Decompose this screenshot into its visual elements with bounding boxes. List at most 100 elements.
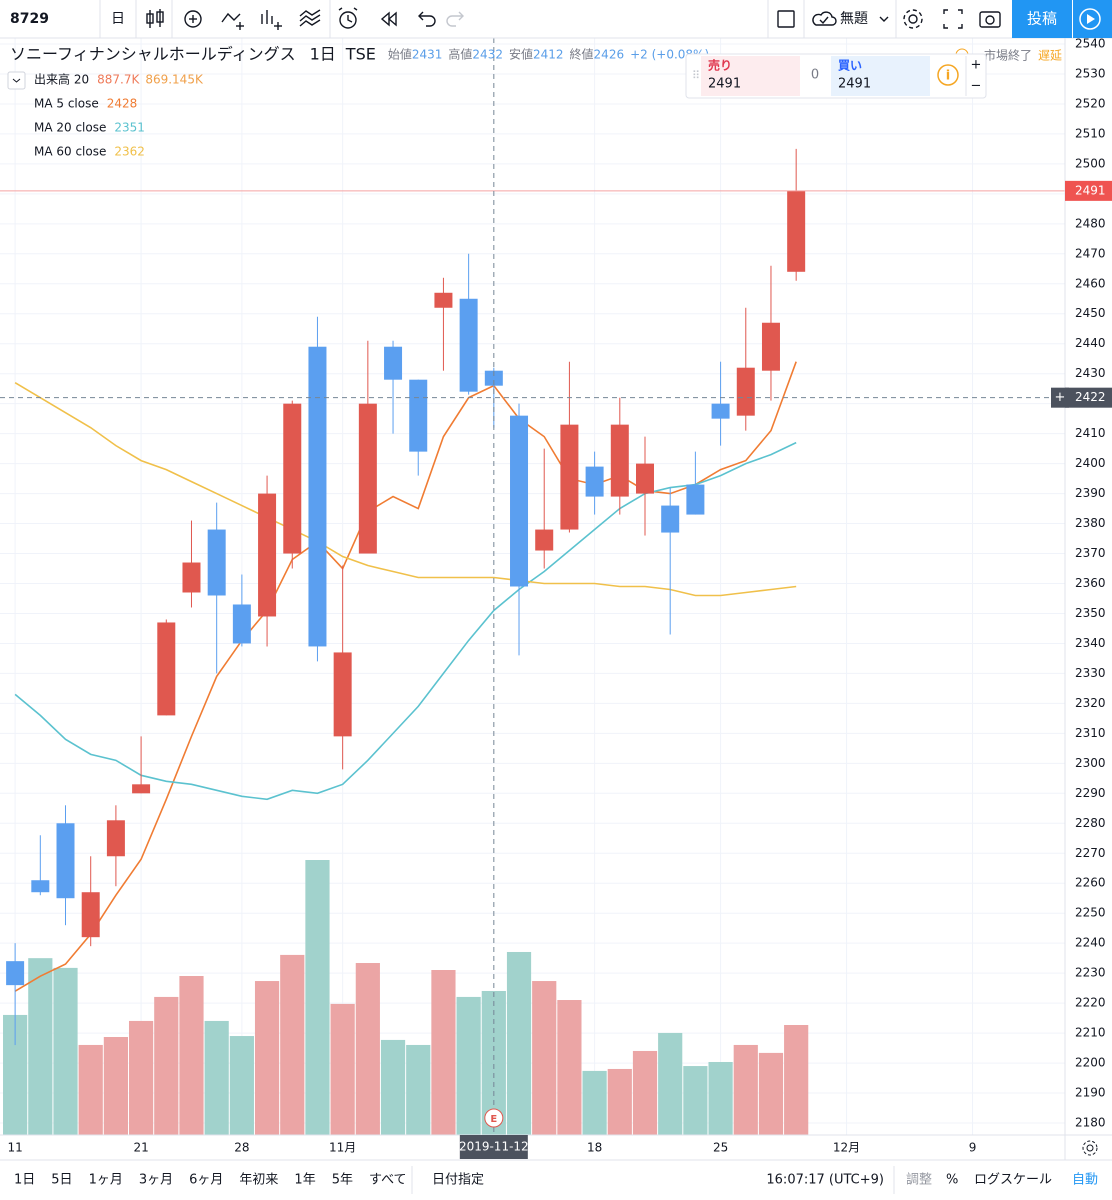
candle-body — [686, 484, 705, 515]
candle-body — [258, 493, 277, 617]
undo-icon[interactable] — [418, 11, 436, 27]
publish-button[interactable] — [1012, 0, 1072, 38]
y-tick-label: 2220 — [1075, 996, 1106, 1010]
range-button[interactable]: 3ヶ月 — [139, 1173, 173, 1188]
buy-price[interactable]: 2491 — [838, 77, 871, 92]
qty-minus[interactable]: − — [971, 79, 982, 94]
auto-scale-button[interactable]: 自動 — [1072, 1173, 1098, 1188]
range-button[interactable]: 5日 — [51, 1173, 72, 1188]
snapshot-icon[interactable] — [979, 11, 1001, 28]
candle-body — [535, 529, 554, 551]
cloud-icon[interactable] — [812, 11, 837, 26]
drag-handle[interactable]: ⠿ — [692, 69, 700, 82]
chart-exchange: TSE — [345, 45, 376, 64]
ma-legend-name: MA 5 close — [34, 97, 99, 111]
adjust-button[interactable]: 調整 — [906, 1173, 932, 1188]
publish-label[interactable]: 投稿 — [1027, 10, 1057, 28]
range-button[interactable]: 1ヶ月 — [89, 1173, 123, 1188]
chart-interval: 1日 — [310, 45, 336, 64]
ohlc-value: 2431 — [412, 48, 443, 62]
plot-area — [0, 38, 1065, 1135]
volume-bar — [431, 970, 456, 1135]
x-tick-label: 25 — [713, 1141, 728, 1155]
buy-label[interactable]: 買い — [838, 59, 862, 73]
dropdown-arrow[interactable] — [879, 16, 889, 22]
ma-legend-name: MA 60 close — [34, 145, 106, 159]
templates-icon[interactable] — [299, 9, 321, 27]
y-tick-label: 2510 — [1075, 126, 1106, 140]
y-tick-label: 2240 — [1075, 936, 1106, 950]
legend-toggle-arrow — [12, 78, 21, 83]
candle-body — [459, 298, 478, 392]
y-tick-label: 2200 — [1075, 1056, 1106, 1070]
sell-button[interactable] — [701, 56, 800, 96]
volume-bar — [380, 1039, 406, 1135]
x-tick-label: 11 — [7, 1141, 22, 1155]
ohlc-value: 2432 — [472, 48, 503, 62]
axis-settings-icon[interactable] — [1082, 1140, 1098, 1156]
candle-body — [761, 322, 780, 371]
ma-line — [14, 381, 797, 597]
date-range-button[interactable]: 日付指定 — [432, 1173, 484, 1188]
y-tick-label: 2290 — [1075, 786, 1106, 800]
last-price-label: 2491 — [1075, 183, 1106, 197]
crosshair-plus-box[interactable] — [1051, 387, 1069, 408]
settings-icon[interactable] — [903, 9, 923, 29]
ma-legend-value: 2362 — [114, 145, 145, 159]
buy-button[interactable] — [831, 56, 930, 96]
candle-body — [182, 562, 201, 593]
last-price-tag — [1065, 180, 1112, 201]
log-scale-button[interactable]: ログスケール — [974, 1173, 1052, 1188]
y-tick-label: 2440 — [1075, 336, 1106, 350]
candle-type-icon[interactable] — [146, 9, 164, 28]
compare-icon[interactable] — [221, 12, 244, 30]
redo-icon[interactable] — [446, 11, 464, 27]
volume-bar — [154, 996, 179, 1135]
interval-button[interactable]: 日 — [111, 11, 125, 27]
candle-body — [711, 403, 730, 419]
y-tick-label: 2530 — [1075, 66, 1106, 80]
sell-price[interactable]: 2491 — [708, 77, 741, 92]
candle-body — [409, 379, 428, 452]
alert-icon[interactable] — [338, 7, 358, 29]
play-circle — [1079, 8, 1101, 30]
sell-label[interactable]: 売り — [708, 58, 732, 73]
ohlc-label: 始値 — [388, 47, 412, 62]
candle-body — [207, 529, 226, 596]
info-icon[interactable] — [937, 64, 959, 86]
ma-legend-value: 2428 — [107, 97, 138, 111]
range-button[interactable]: 年初来 — [239, 1173, 278, 1188]
ohlc-value: 2426 — [594, 48, 625, 62]
y-tick-label: 2310 — [1075, 726, 1106, 740]
candle-body — [358, 403, 377, 554]
volume-bar — [355, 963, 380, 1135]
symbol[interactable]: 8729 — [10, 11, 49, 27]
y-tick-label: 2330 — [1075, 666, 1106, 680]
range-button[interactable]: 5年 — [332, 1173, 353, 1188]
qty-plus[interactable]: + — [971, 58, 982, 73]
ma-legend-name: MA 20 close — [34, 121, 106, 135]
y-tick-label: 2300 — [1075, 756, 1106, 770]
y-tick-label: 2470 — [1075, 246, 1106, 260]
fullscreen-icon[interactable] — [943, 9, 963, 29]
event-marker[interactable] — [484, 1108, 504, 1128]
layout-name[interactable]: 無題 — [840, 11, 868, 27]
info-glyph: i — [946, 69, 950, 84]
volume-bar — [330, 1003, 355, 1135]
legend-toggle[interactable] — [7, 71, 26, 90]
range-button[interactable]: 1日 — [14, 1173, 35, 1188]
range-button[interactable]: 6ヶ月 — [189, 1173, 223, 1188]
ohlc-label: 高値 — [448, 47, 472, 62]
range-button[interactable]: すべて — [369, 1173, 407, 1188]
candle-body — [132, 784, 151, 794]
y-tick-label: 2180 — [1075, 1116, 1106, 1130]
layout-icon[interactable] — [777, 10, 795, 28]
range-button[interactable]: 1年 — [294, 1173, 315, 1188]
studies-icon[interactable] — [261, 10, 282, 30]
y-tick-label: 2520 — [1075, 96, 1106, 110]
ma-line — [14, 361, 797, 992]
replay-icon[interactable] — [380, 11, 397, 27]
y-tick-label: 2340 — [1075, 636, 1106, 650]
indicator-icon[interactable] — [184, 10, 202, 28]
percent-button[interactable]: % — [946, 1173, 958, 1188]
